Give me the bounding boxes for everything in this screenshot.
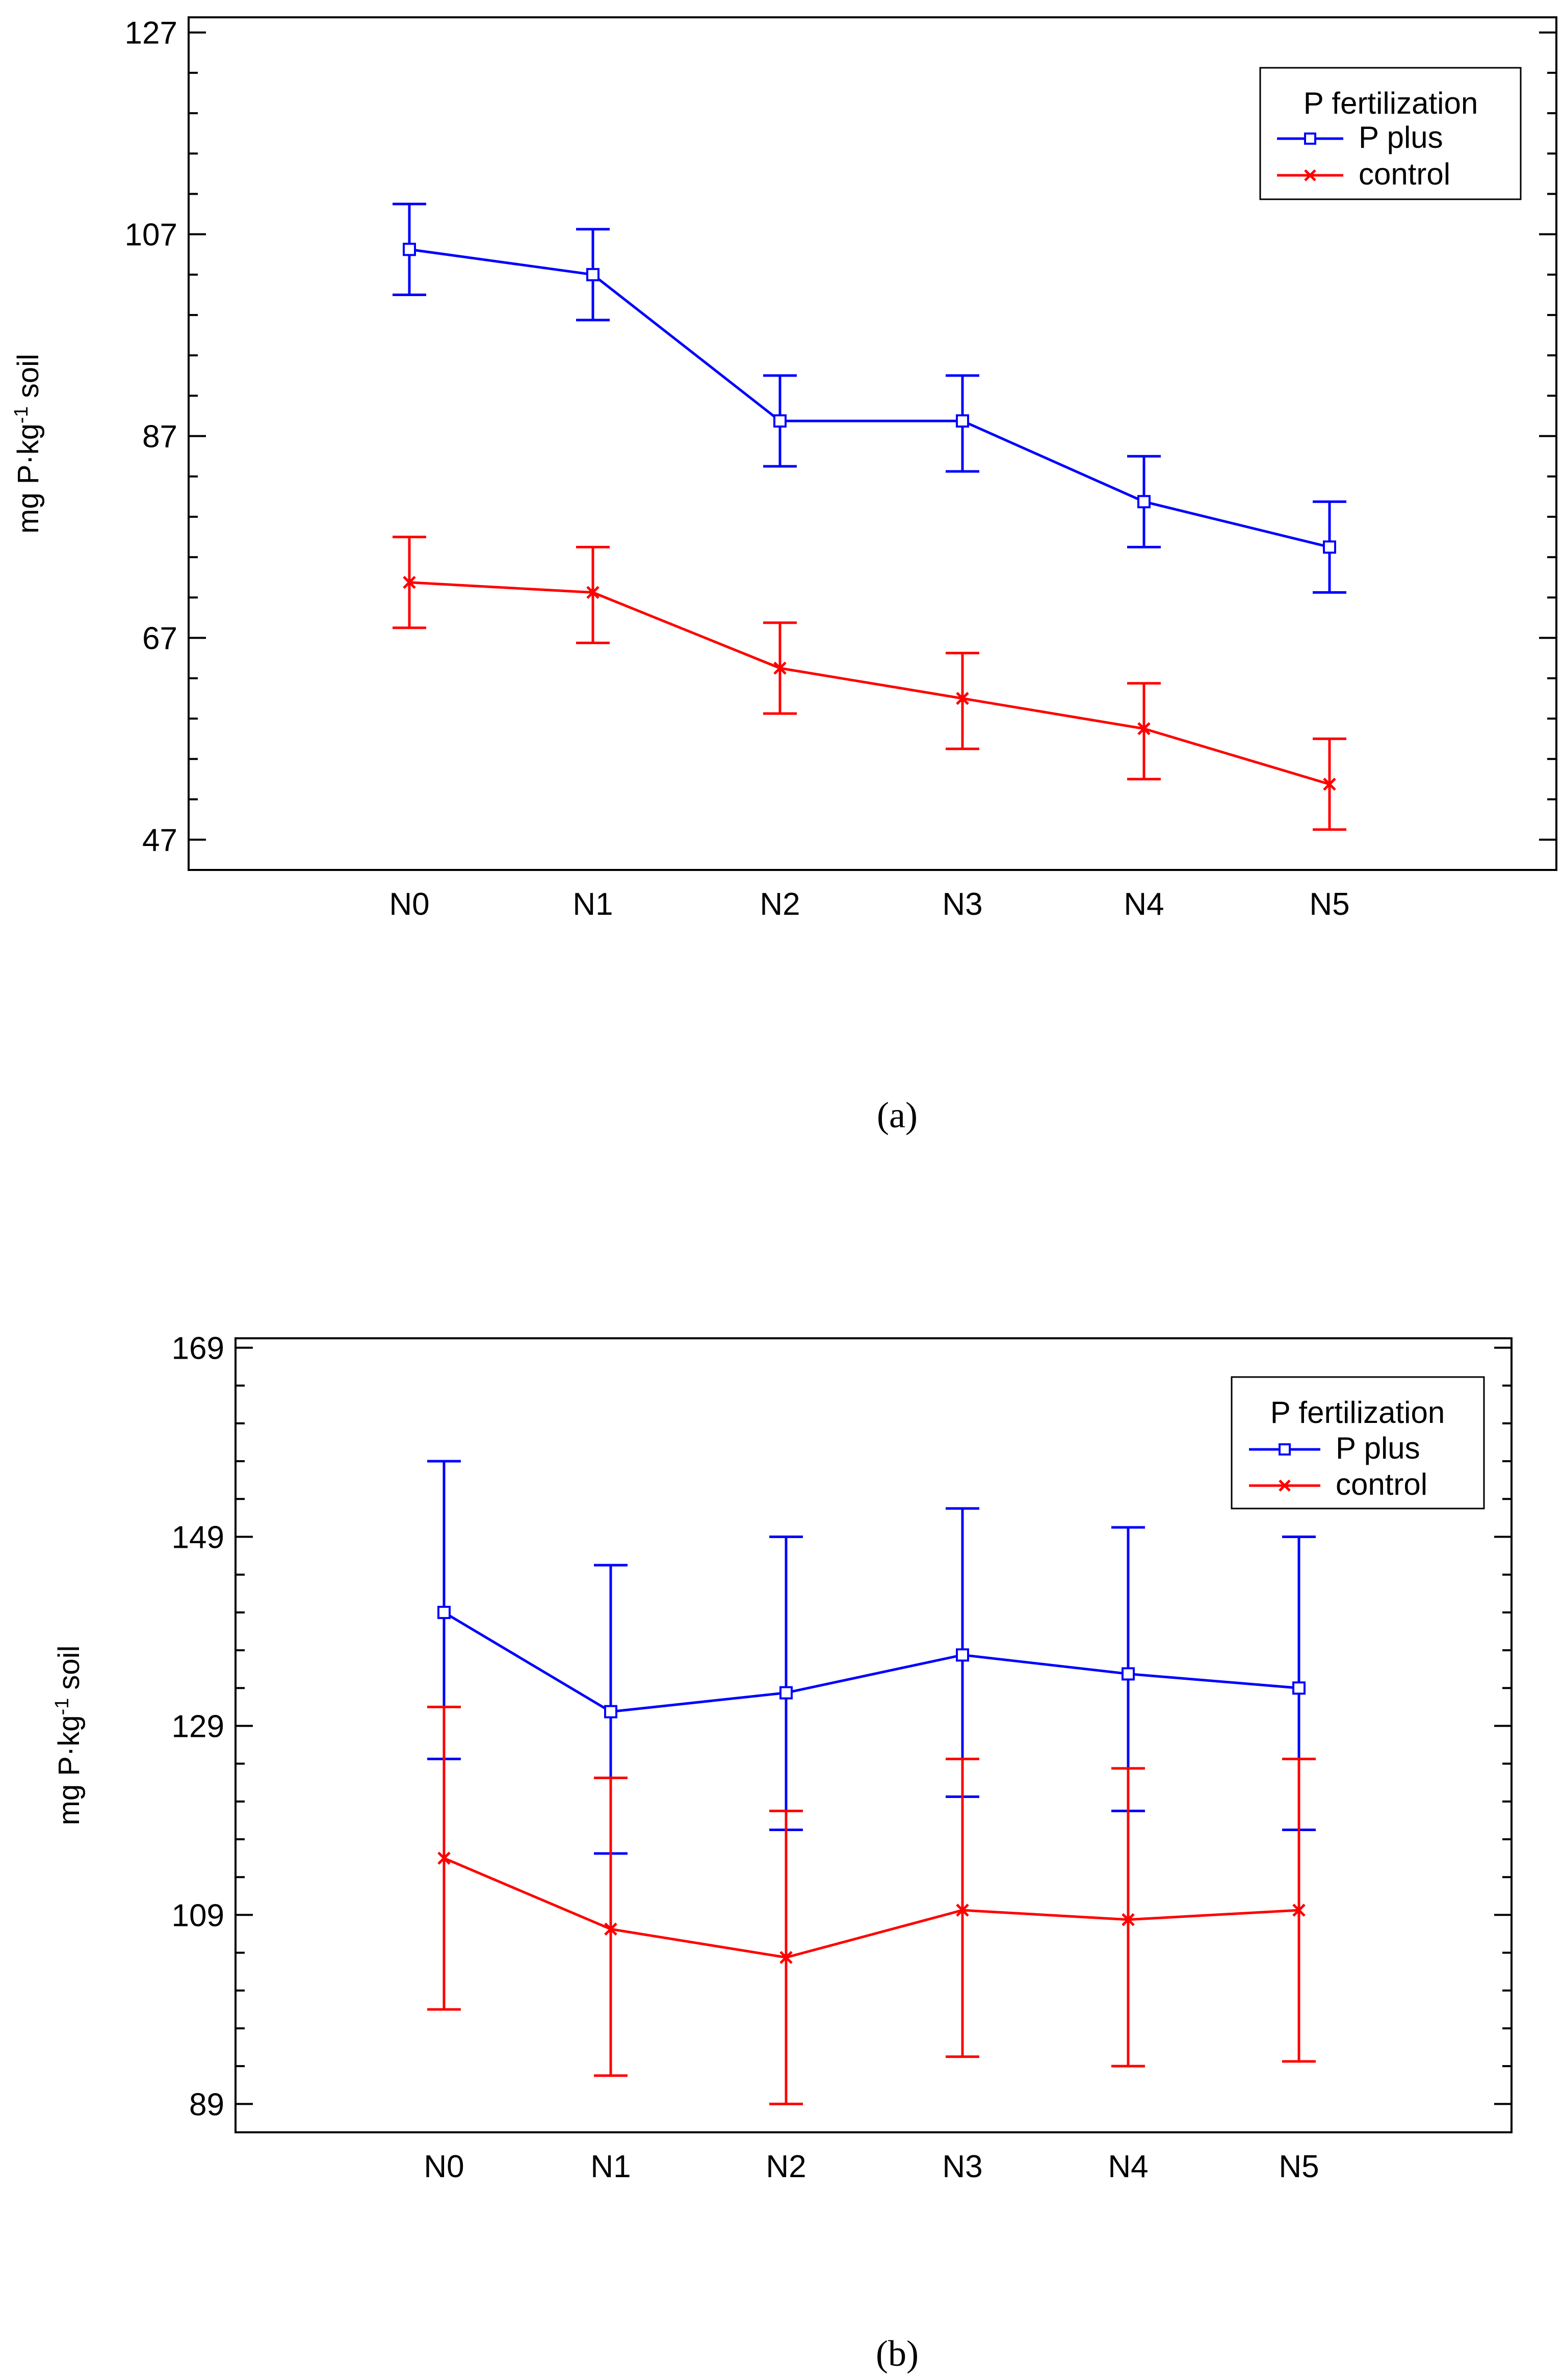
data-point	[604, 1922, 617, 1936]
data-point	[1323, 777, 1336, 791]
legend-label: P plus	[1336, 1431, 1420, 1465]
data-point	[1292, 1681, 1306, 1695]
x-tick-label-n0: N0	[389, 887, 429, 922]
data-point	[1137, 722, 1151, 735]
y-tick-label: 109	[172, 1898, 224, 1933]
series-control	[427, 1705, 1316, 2105]
data-point	[1137, 495, 1151, 509]
y-axis-title: mg P·kg-1 soil	[11, 354, 45, 534]
data-point	[1323, 540, 1336, 554]
data-point	[586, 268, 600, 281]
x-tick-label-n2: N2	[766, 2149, 806, 2184]
series-line	[409, 581, 1330, 786]
y-tick-label: 47	[142, 823, 177, 858]
y-tick-label: 87	[142, 419, 177, 455]
x-tick-label-n1: N1	[590, 2149, 631, 2184]
chart-panel-1: 89 109 129 149 169 N0 N1 N2 N3 N4 N5 mg P·kg-1 soil…	[51, 1331, 1513, 2184]
series-control	[393, 536, 1346, 831]
x-tick-label-n3: N3	[942, 887, 982, 922]
data-point	[403, 575, 416, 589]
legend-box	[1259, 67, 1522, 200]
series-line	[409, 248, 1330, 548]
data-point	[773, 662, 787, 675]
data-point	[1122, 1913, 1135, 1926]
legend-title: P fertilization	[1304, 86, 1478, 120]
x-tick-label-n5: N5	[1309, 887, 1349, 922]
panel-caption: (b)	[876, 2333, 919, 2374]
x-tick-label-n3: N3	[942, 2149, 982, 2184]
x-tick-label-n1: N1	[572, 887, 613, 922]
data-point	[779, 1951, 793, 1964]
data-point	[956, 414, 969, 428]
chart-panel-0: 47 67 87 107 127 N0 N1 N2 N3 N4 N5 mg P·kg-1 soil P …	[11, 16, 1557, 922]
y-tick-label: 67	[142, 621, 177, 656]
legend-marker	[1279, 1479, 1291, 1492]
y-tick-label: 169	[172, 1331, 224, 1366]
series-line	[443, 1611, 1299, 1713]
legend-label: control	[1336, 1467, 1427, 1501]
plot-frame	[235, 1337, 1513, 2133]
y-tick-label: 107	[125, 218, 177, 253]
data-point	[437, 1605, 451, 1619]
data-point	[956, 1903, 969, 1917]
x-tick-label-n4: N4	[1108, 2149, 1148, 2184]
data-point	[956, 692, 969, 705]
x-tick-label-n2: N2	[760, 887, 800, 922]
x-tick-label-n4: N4	[1124, 887, 1164, 922]
data-point	[604, 1705, 617, 1718]
data-point	[773, 414, 787, 428]
plot-frame	[188, 16, 1557, 871]
data-point	[437, 1852, 451, 1865]
data-point	[1292, 1903, 1306, 1917]
legend-marker	[1279, 1443, 1291, 1456]
y-tick-label: 127	[125, 16, 177, 51]
y-axis-title: mg P·kg-1 soil	[51, 1646, 86, 1826]
panel-caption: (a)	[877, 1095, 918, 1135]
data-point	[956, 1648, 969, 1662]
data-point	[403, 243, 416, 256]
y-tick-label: 129	[172, 1709, 224, 1744]
y-tick-label: 89	[189, 2087, 224, 2122]
x-tick-label-n5: N5	[1279, 2149, 1319, 2184]
data-point	[586, 586, 600, 599]
legend-marker	[1304, 169, 1316, 181]
legend-marker	[1304, 133, 1316, 145]
series-p-plus	[393, 202, 1346, 594]
data-point	[779, 1686, 793, 1700]
series-line	[444, 1857, 1299, 1959]
legend-title: P fertilization	[1270, 1395, 1445, 1430]
data-point	[1122, 1667, 1135, 1681]
series-p-plus	[427, 1460, 1316, 1855]
legend-label: control	[1359, 157, 1450, 191]
legend-label: P plus	[1359, 120, 1443, 154]
x-tick-label-n0: N0	[424, 2149, 464, 2184]
y-tick-label: 149	[172, 1520, 224, 1555]
